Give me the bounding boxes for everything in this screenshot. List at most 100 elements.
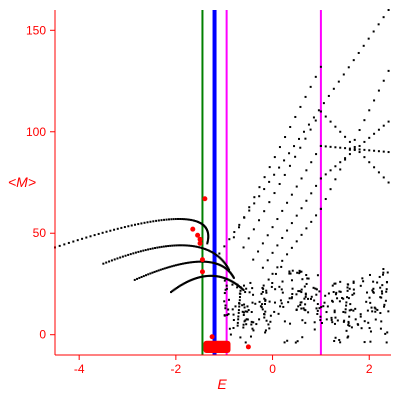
- scatter-point: [316, 309, 319, 312]
- fan-2-point: [258, 219, 261, 222]
- scatter-point: [265, 289, 268, 292]
- scatter-point: [223, 279, 226, 282]
- scatter-point: [369, 301, 372, 304]
- fan-8-point: [373, 149, 376, 152]
- scatter-point: [369, 330, 372, 333]
- branch-0-point: [155, 219, 158, 222]
- scatter-point: [316, 274, 319, 277]
- scatter-point: [350, 308, 353, 311]
- branch-1-point: [116, 257, 119, 260]
- branch-3-point: [183, 282, 186, 285]
- branch-1-point: [121, 255, 124, 258]
- scatter-point: [295, 293, 298, 296]
- scatter-point: [260, 292, 263, 295]
- scatter-point: [300, 301, 303, 304]
- highlight-points: [190, 196, 251, 353]
- scatter-point: [249, 335, 252, 338]
- fan-1-point: [258, 186, 261, 189]
- fan-9-point: [339, 130, 342, 133]
- scatter-point: [380, 320, 383, 323]
- scatter-point: [360, 327, 363, 330]
- branch-0-point: [207, 235, 210, 238]
- branch-2-point: [171, 265, 174, 268]
- scatter-point: [291, 269, 294, 272]
- fan-1-point: [253, 196, 256, 199]
- scatter-point: [323, 301, 326, 304]
- branch-0-point: [143, 221, 146, 224]
- fan-0-point: [347, 66, 350, 69]
- scatter-point: [226, 314, 229, 317]
- scatter-point: [280, 302, 283, 305]
- branch-2-point: [157, 269, 160, 272]
- scatter-point: [312, 286, 315, 289]
- scatter-point: [307, 277, 310, 280]
- fan-0-point: [312, 116, 315, 119]
- branch-0-point: [207, 233, 210, 236]
- scatter-point: [351, 293, 354, 296]
- fan-1-point: [289, 125, 292, 128]
- scatter-point: [267, 278, 270, 281]
- scatter-point: [350, 326, 353, 329]
- fan-3-point: [252, 258, 255, 261]
- branch-1-point: [191, 245, 194, 248]
- branch-2-point: [210, 261, 213, 264]
- scatter-point: [338, 300, 341, 303]
- fan-7-point: [387, 120, 390, 123]
- fan-9-point: [324, 115, 327, 118]
- branch-3-point: [177, 286, 180, 289]
- fan-0-point: [302, 130, 305, 133]
- scatter-point: [254, 302, 257, 305]
- scatter-point: [239, 336, 242, 339]
- scatter-point: [307, 297, 310, 300]
- fan-4-point: [300, 207, 303, 210]
- scatter-point: [331, 284, 334, 287]
- fan-7-point: [348, 153, 351, 156]
- fan-8-point: [363, 148, 366, 151]
- scatter-point: [243, 303, 246, 306]
- branch-1-point: [169, 244, 172, 247]
- fan-2-point: [283, 173, 286, 176]
- scatter-point: [334, 282, 337, 285]
- scatter-point: [300, 291, 303, 294]
- scatter-point: [346, 286, 349, 289]
- fan-4-point: [315, 184, 318, 187]
- scatter-point: [348, 287, 351, 290]
- branch-1-point: [158, 246, 161, 249]
- scatter-point: [336, 319, 339, 322]
- scatter-point: [297, 305, 300, 308]
- scatter-point: [313, 321, 316, 324]
- branch-1-point: [177, 244, 180, 247]
- fan-5-point: [310, 220, 313, 223]
- branch-0-point: [182, 218, 185, 221]
- branch-1-point: [212, 252, 215, 255]
- branch-2-point: [138, 276, 141, 279]
- branch-0-point: [72, 240, 75, 243]
- branch-1-point: [113, 258, 116, 261]
- scatter-point: [316, 313, 319, 316]
- branch-2-point: [173, 264, 176, 267]
- branch-0-point: [206, 239, 209, 242]
- branch-2-point: [178, 263, 181, 266]
- scatter-point: [322, 305, 325, 308]
- scatter-point: [373, 306, 376, 309]
- scatter-point: [250, 323, 253, 326]
- fan-1-point: [237, 226, 240, 229]
- scatter-point: [372, 291, 375, 294]
- scatter-point: [261, 290, 264, 293]
- branch-1-point: [180, 244, 183, 247]
- branch-0-point: [207, 234, 210, 237]
- branch-2-point: [205, 260, 208, 263]
- fan-6-point: [334, 178, 337, 181]
- branch-1-point: [223, 261, 226, 264]
- fan-9-point: [344, 135, 347, 138]
- scatter-point: [347, 320, 350, 323]
- scatter-point: [385, 290, 388, 293]
- branch-0-point: [207, 238, 210, 241]
- branch-0-point: [113, 228, 116, 231]
- fan-3-point: [261, 242, 264, 245]
- scatter-point: [345, 329, 348, 332]
- branch-0-point: [109, 229, 112, 232]
- scatter-point: [242, 323, 245, 326]
- scatter-point: [274, 272, 277, 275]
- branch-0-point: [181, 218, 184, 221]
